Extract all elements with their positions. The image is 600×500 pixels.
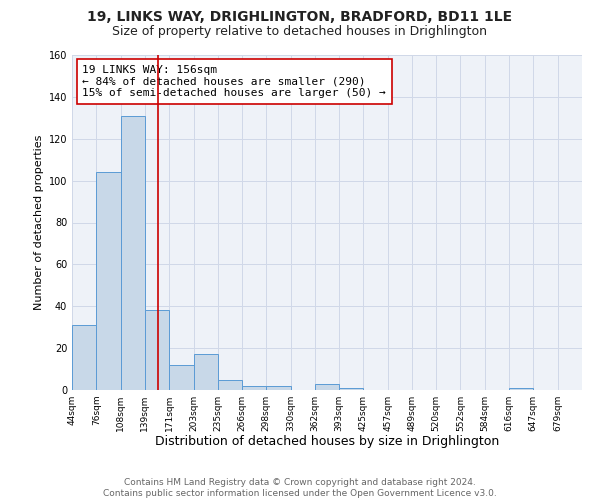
Bar — [72, 325, 97, 390]
Text: 19, LINKS WAY, DRIGHLINGTON, BRADFORD, BD11 1LE: 19, LINKS WAY, DRIGHLINGTON, BRADFORD, B… — [88, 10, 512, 24]
Bar — [242, 386, 266, 390]
Bar — [218, 380, 242, 390]
Text: Size of property relative to detached houses in Drighlington: Size of property relative to detached ho… — [113, 25, 487, 38]
Bar — [315, 384, 339, 390]
Bar — [121, 116, 145, 390]
Bar — [169, 365, 194, 390]
Bar — [194, 354, 218, 390]
Bar — [339, 388, 364, 390]
Y-axis label: Number of detached properties: Number of detached properties — [34, 135, 44, 310]
Text: 19 LINKS WAY: 156sqm
← 84% of detached houses are smaller (290)
15% of semi-deta: 19 LINKS WAY: 156sqm ← 84% of detached h… — [82, 65, 386, 98]
Bar — [145, 310, 169, 390]
Bar — [509, 388, 533, 390]
Text: Contains HM Land Registry data © Crown copyright and database right 2024.
Contai: Contains HM Land Registry data © Crown c… — [103, 478, 497, 498]
Bar — [97, 172, 121, 390]
Bar — [266, 386, 290, 390]
X-axis label: Distribution of detached houses by size in Drighlington: Distribution of detached houses by size … — [155, 436, 499, 448]
